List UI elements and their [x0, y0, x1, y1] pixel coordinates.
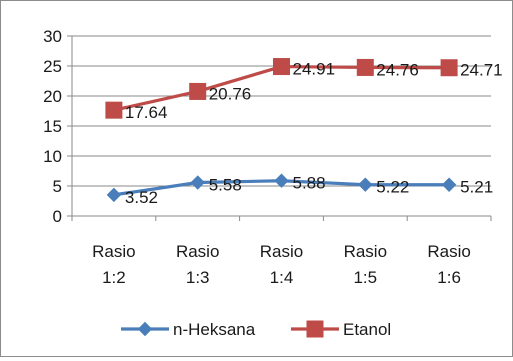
data-point — [189, 82, 207, 100]
x-tick-label: 1:5 — [353, 268, 377, 287]
data-label: 17.64 — [125, 103, 168, 122]
data-point — [273, 58, 290, 76]
legend: n-Heksana Etanol — [121, 320, 391, 339]
legend-label: n-Heksana — [173, 320, 256, 339]
x-tick-label: 1:3 — [186, 268, 210, 287]
line-chart: 0 5 10 15 20 25 30 Rasio 1:2 Rasio 1:3 Rasio 1:4 Rasi… — [43, 27, 503, 339]
data-point — [190, 175, 205, 190]
data-label: 24.76 — [376, 60, 419, 79]
y-tick-label: 10 — [43, 147, 62, 166]
legend-marker — [137, 321, 153, 337]
y-tick-label: 0 — [53, 207, 62, 226]
data-point — [356, 58, 374, 76]
data-point — [105, 101, 123, 119]
x-tick-label: Rasio — [260, 242, 303, 261]
series-group — [105, 58, 458, 203]
data-label: 24.71 — [460, 61, 503, 80]
y-tick-label: 15 — [43, 117, 62, 136]
data-label: 5.21 — [460, 178, 493, 197]
data-label: 5.58 — [209, 176, 242, 195]
data-point — [274, 173, 289, 188]
y-tick-label: 20 — [43, 87, 62, 106]
x-tick-label: Rasio — [92, 242, 135, 261]
legend-label: Etanol — [343, 320, 391, 339]
x-tick-label: Rasio — [427, 242, 470, 261]
data-labels: 3.52 5.58 5.88 5.22 5.21 17.64 20.76 24.91 24.76… — [125, 60, 503, 207]
data-point — [441, 177, 457, 192]
data-label: 20.76 — [209, 84, 252, 103]
data-point — [440, 59, 458, 77]
x-tick-label: 1:4 — [270, 268, 294, 287]
axes: 0 5 10 15 20 25 30 Rasio 1:2 Rasio 1:3 Rasio 1:4 Rasi… — [43, 27, 492, 287]
data-point — [106, 187, 122, 203]
data-point — [358, 177, 373, 192]
data-label: 5.88 — [293, 174, 326, 193]
x-tick-label: 1:2 — [102, 268, 126, 287]
x-tick-label: Rasio — [176, 242, 219, 261]
y-tick-label: 5 — [53, 177, 62, 196]
data-label: 5.22 — [376, 178, 409, 197]
data-label: 24.91 — [293, 60, 336, 79]
data-label: 3.52 — [125, 188, 158, 207]
y-tick-label: 30 — [43, 27, 62, 46]
legend-marker — [306, 320, 324, 338]
x-tick-label: Rasio — [344, 242, 387, 261]
y-tick-label: 25 — [43, 57, 62, 76]
x-tick-label: 1:6 — [437, 268, 461, 287]
